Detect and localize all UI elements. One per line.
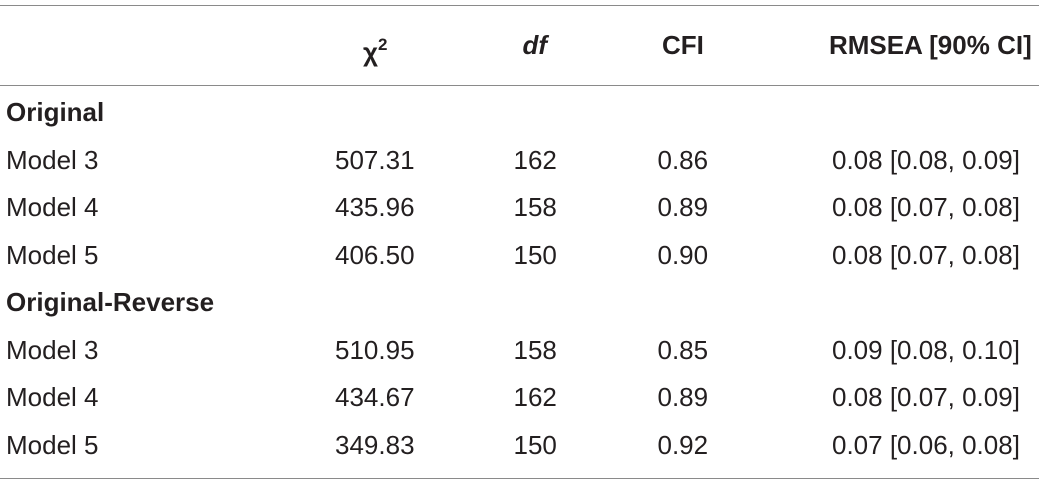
- cell-value: 0.08 [0.07, 0.08]: [832, 192, 1020, 222]
- column-header: df: [522, 30, 548, 60]
- cell-value: 510.95: [335, 334, 415, 365]
- group-title: Original-Reverse: [6, 287, 215, 317]
- cell-value: 0.89: [657, 382, 709, 412]
- cell-value: 0.09 [0.08, 0.10]: [832, 334, 1020, 365]
- cell-value: 0.86: [657, 144, 709, 175]
- cell-value: 150: [513, 239, 557, 270]
- cell-value: 0.89: [657, 192, 709, 222]
- cell-value: 0.85: [657, 334, 709, 365]
- group-title: Original: [6, 97, 105, 127]
- cell-value: 0.08 [0.08, 0.09]: [832, 144, 1020, 175]
- cell-value: 0.07 [0.06, 0.08]: [832, 429, 1020, 460]
- column-header: CFI: [662, 30, 704, 60]
- column-header: χ2: [363, 35, 388, 67]
- cell-value: 0.90: [657, 239, 709, 270]
- row-label: Model 3: [6, 334, 99, 365]
- cell-value: 406.50: [335, 239, 415, 270]
- row-label: Model 3: [6, 144, 99, 175]
- cell-value: 162: [513, 382, 557, 412]
- row-label: Model 4: [6, 382, 99, 412]
- cell-value: 435.96: [335, 192, 415, 222]
- cell-value: 0.08 [0.07, 0.08]: [832, 239, 1020, 270]
- cell-value: 158: [513, 192, 557, 222]
- cell-value: 507.31: [335, 144, 415, 175]
- top-rule: [0, 5, 1039, 6]
- cell-value: 162: [513, 144, 557, 175]
- cell-value: 434.67: [335, 382, 415, 412]
- row-label: Model 4: [6, 192, 99, 222]
- header-rule: [0, 85, 1039, 86]
- cell-value: 349.83: [335, 429, 415, 460]
- cell-value: 158: [513, 334, 557, 365]
- row-label: Model 5: [6, 239, 99, 270]
- cell-value: 0.08 [0.07, 0.09]: [832, 382, 1020, 412]
- cell-value: 0.92: [657, 429, 709, 460]
- cell-value: 150: [513, 429, 557, 460]
- superscript: 2: [377, 35, 388, 54]
- bottom-rule: [0, 478, 1039, 479]
- row-label: Model 5: [6, 429, 99, 460]
- column-header: RMSEA [90% CI]: [829, 30, 1032, 60]
